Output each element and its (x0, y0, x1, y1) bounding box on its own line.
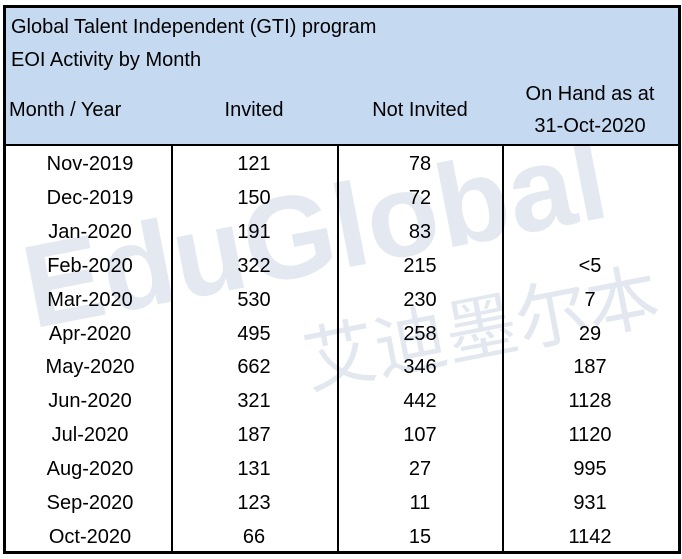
table-cell: 7 (584, 288, 596, 311)
table-cell: 121 (237, 153, 271, 175)
table-cell: Mar-2020 (47, 288, 133, 311)
subtitle: EOI Activity by Month (11, 49, 202, 71)
column-header: On Hand as at (525, 83, 655, 105)
table-cell: 230 (403, 288, 437, 311)
column-header: Month / Year (9, 99, 122, 121)
column-header: Not Invited (372, 99, 468, 121)
table-cell: 15 (408, 525, 432, 548)
table-cell: 495 (237, 322, 271, 345)
column-divider (502, 146, 504, 551)
table-cell: 27 (408, 458, 432, 481)
column-divider (171, 146, 173, 551)
table-cell: 258 (403, 322, 437, 345)
table-cell: 29 (578, 322, 602, 345)
table-cell: Oct-2020 (48, 525, 132, 548)
table-cell: 321 (237, 390, 271, 413)
table-cell: 346 (403, 356, 437, 379)
table-cell: Apr-2020 (48, 322, 132, 345)
table-cell: 191 (237, 220, 271, 243)
title: Global Talent Independent (GTI) program (11, 16, 377, 38)
table-cell: 215 (403, 254, 437, 277)
table-cell: 131 (237, 458, 271, 481)
table-cell: 66 (242, 525, 266, 548)
table-cell: 1128 (568, 390, 612, 413)
column-divider (337, 146, 339, 551)
table-cell: 442 (403, 390, 437, 413)
table-cell: 150 (237, 186, 271, 209)
table-cell: Aug-2020 (46, 458, 134, 481)
table-cell: 187 (573, 356, 607, 379)
column-header: 31-Oct-2020 (534, 115, 646, 137)
table-cell: Jun-2020 (48, 390, 132, 413)
table-cell: 931 (573, 492, 607, 514)
table-cell: 107 (403, 424, 437, 447)
table-cell: Nov-2019 (46, 153, 134, 175)
table-cell: Jan-2020 (48, 220, 132, 243)
table-cell: 11 (409, 492, 431, 514)
table-cell: 995 (573, 458, 607, 481)
table-cell: 662 (237, 356, 271, 379)
table-cell: Feb-2020 (47, 254, 133, 277)
table-cell: 530 (237, 288, 271, 311)
table-cell: Jul-2020 (51, 424, 129, 447)
table-cell: <5 (578, 254, 602, 277)
table-cell: 123 (237, 492, 271, 514)
table-cell: 1120 (568, 424, 612, 447)
table-cell: May-2020 (45, 356, 135, 379)
table-frame: Global Talent Independent (GTI) program … (3, 5, 681, 554)
table-header: Global Talent Independent (GTI) program … (6, 8, 678, 146)
table-cell: 1142 (568, 525, 612, 548)
table-cell: 187 (237, 424, 271, 447)
table-cell: Sep-2020 (46, 492, 134, 514)
table-cell: 72 (408, 186, 432, 209)
table-cell: 78 (408, 153, 432, 175)
column-header: Invited (224, 99, 284, 121)
table-cell: 322 (237, 254, 271, 277)
table-cell: Dec-2019 (46, 186, 134, 209)
table-cell: 83 (408, 220, 432, 243)
